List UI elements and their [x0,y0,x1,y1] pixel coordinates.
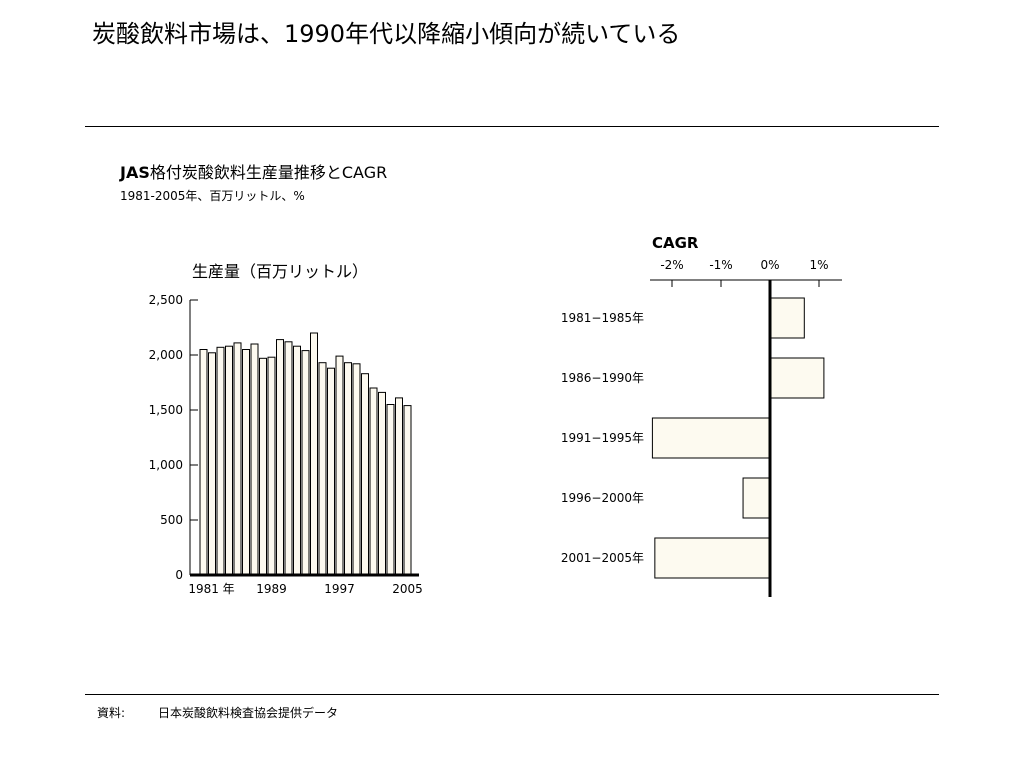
cagr-category-label: 1981−1985年 [561,311,644,325]
source-text: 日本炭酸飲料検査協会提供データ [158,706,339,720]
production-y-tick-label: 1,500 [149,403,183,417]
cagr-category-label: 1986−1990年 [561,371,644,385]
cagr-x-tick-label: -2% [660,258,683,272]
production-bar-1992 [293,345,301,576]
chart-subtitle: 1981-2005年、百万リットル、% [120,189,305,203]
cagr-x-tick-label: 1% [809,258,828,272]
production-y-tick-label: 0 [175,568,183,582]
production-bar-1991 [284,341,293,576]
production-bar-1984 [225,345,233,576]
production-bar-1994 [310,332,318,576]
cagr-bar-4 [742,477,771,519]
cagr-x-tick-label: -1% [709,258,732,272]
chart-title-rest: 格付炭酸飲料生産量推移とCAGR [149,163,388,182]
cagr-category-label: 1996−2000年 [561,491,644,505]
production-bar-2005 [403,405,412,576]
production-y-tick-label: 1,000 [149,458,183,472]
production-bar-1990 [276,339,284,576]
production-bar-2001 [369,387,378,576]
top-divider [85,126,939,127]
production-bar-1999 [352,363,361,576]
production-bar-1997 [335,355,344,576]
cagr-chart-title: CAGR [652,234,699,252]
production-bar-1985 [233,342,242,576]
cagr-bar-1 [769,297,805,339]
production-x-tick-label: 1997 [324,582,355,596]
production-y-tick-label: 2,000 [149,348,183,362]
production-bar-2004 [395,397,403,576]
production-bar-1998 [344,362,352,576]
cagr-bar-2 [769,357,825,399]
production-bar-1981 [199,349,208,576]
cagr-category-label: 2001−2005年 [561,551,644,565]
production-bar-1989 [267,356,276,576]
production-bar-1986 [242,349,250,576]
cagr-category-label: 1991−1995年 [561,431,644,445]
production-bar-1996 [327,367,335,576]
production-chart-title: 生産量（百万リットル） [192,262,369,281]
cagr-x-tick-label: 0% [760,258,779,272]
production-bar-1995 [318,362,327,576]
production-bar-1993 [301,350,310,576]
cagr-bar-5 [654,537,771,579]
chart-title: JAS格付炭酸飲料生産量推移とCAGR [120,159,387,183]
production-x-tick-label: 1981 年 [188,582,234,596]
production-y-tick-label: 2,500 [149,293,183,307]
source-label: 資料: [97,706,126,720]
production-bar-1982 [208,352,216,576]
production-bar-1987 [250,343,259,576]
production-x-tick-label: 1989 [256,582,287,596]
production-bar-2000 [361,373,369,576]
production-bar-2003 [386,404,395,576]
production-y-tick-label: 500 [160,513,183,527]
cagr-bar-3 [651,417,771,459]
production-x-tick-label: 2005 [392,582,423,596]
page-title: 炭酸飲料市場は、1990年代以降縮小傾向が続いている [92,20,681,48]
production-bar-1988 [259,357,267,576]
bottom-divider [85,694,939,695]
production-bar-1983 [216,346,225,576]
chart-title-latin: JAS [120,163,150,182]
production-bar-2002 [378,391,386,576]
